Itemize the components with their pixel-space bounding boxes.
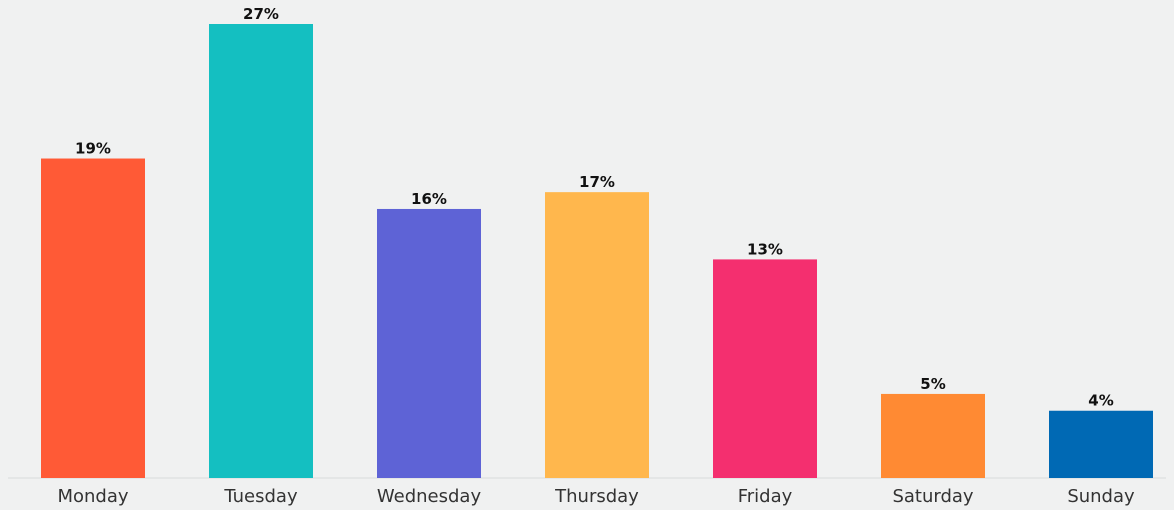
bar-wednesday — [377, 208, 481, 479]
value-label-friday: 13% — [747, 240, 783, 258]
value-label-tuesday: 27% — [243, 5, 279, 23]
bar-monday — [41, 158, 145, 478]
value-label-thursday: 17% — [579, 173, 615, 191]
value-label-sunday: 4% — [1088, 392, 1113, 410]
value-label-saturday: 5% — [920, 375, 945, 393]
value-label-monday: 19% — [75, 140, 111, 158]
bar-saturday — [881, 393, 985, 478]
category-label-saturday: Saturday — [892, 486, 973, 507]
category-label-monday: Monday — [57, 486, 128, 507]
bar-sunday — [1049, 410, 1153, 478]
category-label-thursday: Thursday — [554, 486, 639, 507]
bar-thursday — [545, 192, 649, 479]
category-label-sunday: Sunday — [1067, 486, 1135, 507]
bar-tuesday — [209, 24, 313, 478]
category-label-wednesday: Wednesday — [377, 486, 482, 507]
category-label-tuesday: Tuesday — [223, 486, 298, 507]
value-label-wednesday: 16% — [411, 190, 447, 208]
bar-friday — [713, 259, 817, 478]
category-label-friday: Friday — [738, 486, 793, 507]
